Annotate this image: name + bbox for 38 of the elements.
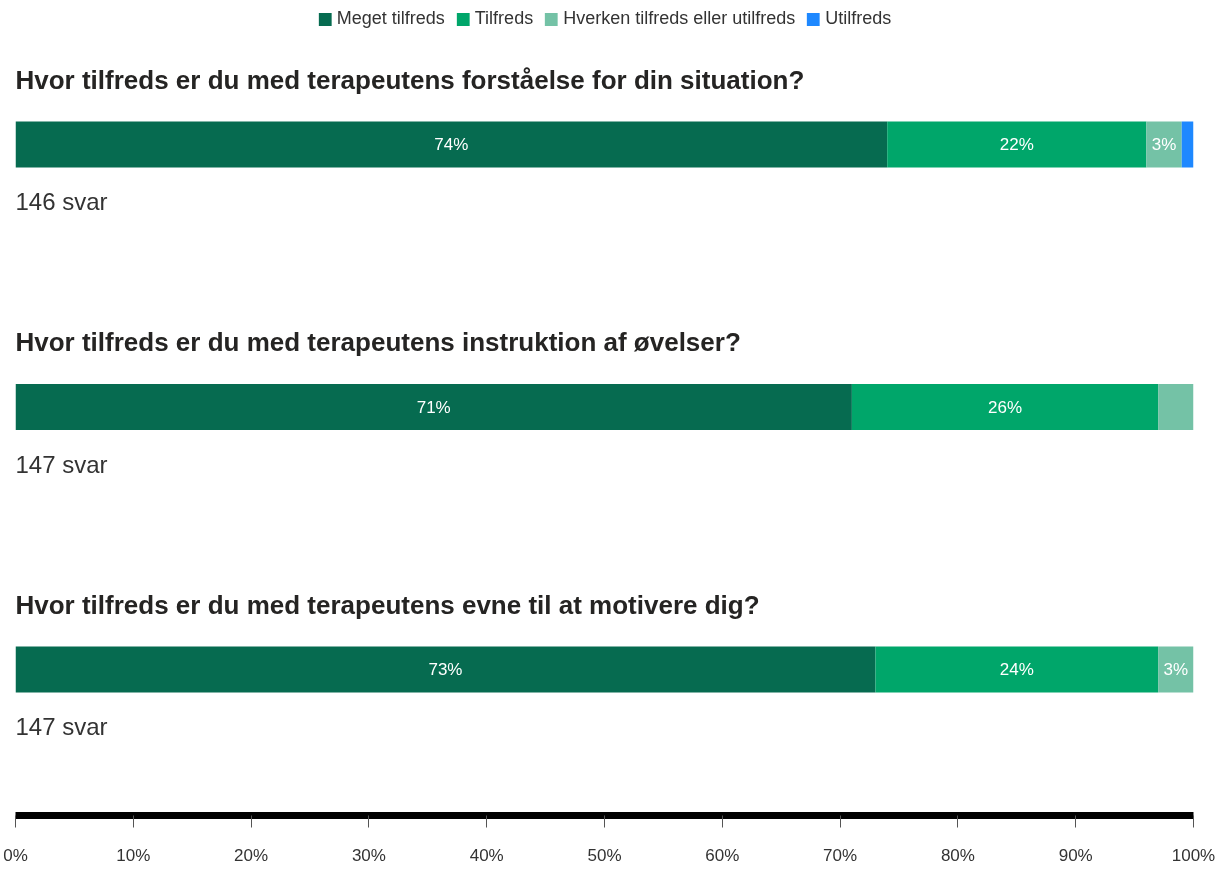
x-tick-label: 100% — [1171, 845, 1216, 865]
bar — [1158, 384, 1194, 430]
bar — [15, 121, 888, 168]
legend-label: Utilfreds — [825, 8, 892, 29]
y-tick-label: Hvor tilfreds er du med terapeutens instruktion af øvelser? — [15, 327, 741, 357]
data-label: 74% — [434, 135, 469, 154]
y-tick-label: Hvor tilfreds er du med terapeutens evne til at motivere dig? — [15, 589, 760, 620]
bar — [15, 384, 852, 430]
annotation: 147 svar — [15, 713, 108, 740]
data-label: 24% — [999, 660, 1034, 679]
x-tick-label: 60% — [705, 845, 740, 865]
x-tick-label: 0% — [3, 845, 28, 865]
annotation: 146 svar — [15, 188, 108, 215]
y-tick-label: Hvor tilfreds er du med terapeutens forståelse for din situation? — [15, 64, 805, 95]
data-label: 22% — [999, 135, 1034, 154]
bar — [875, 646, 1159, 693]
x-tick-label: 80% — [940, 845, 975, 865]
data-label: 73% — [428, 660, 463, 679]
data-label: 26% — [988, 397, 1023, 417]
x-tick-label: 20% — [234, 845, 269, 865]
x-tick-label: 90% — [1058, 845, 1093, 865]
x-tick-label: 70% — [823, 845, 858, 865]
bar — [15, 646, 876, 693]
x-tick-label: 30% — [351, 845, 386, 865]
x-tick-label: 40% — [469, 845, 504, 865]
bar — [851, 384, 1159, 430]
bar — [1181, 121, 1194, 168]
legend-label: Tilfreds — [474, 8, 534, 29]
bar — [887, 121, 1147, 168]
bar — [1146, 121, 1182, 168]
data-label: 3% — [1151, 135, 1177, 154]
annotation: 147 svar — [15, 450, 108, 478]
x-tick-label: 50% — [587, 845, 622, 865]
legend-label: Meget tilfreds — [336, 8, 445, 29]
data-label: 71% — [416, 397, 451, 417]
legend-label: Hverken tilfreds eller utilfreds — [563, 8, 796, 29]
data-label: 3% — [1163, 660, 1189, 679]
x-tick-label: 10% — [116, 845, 151, 865]
